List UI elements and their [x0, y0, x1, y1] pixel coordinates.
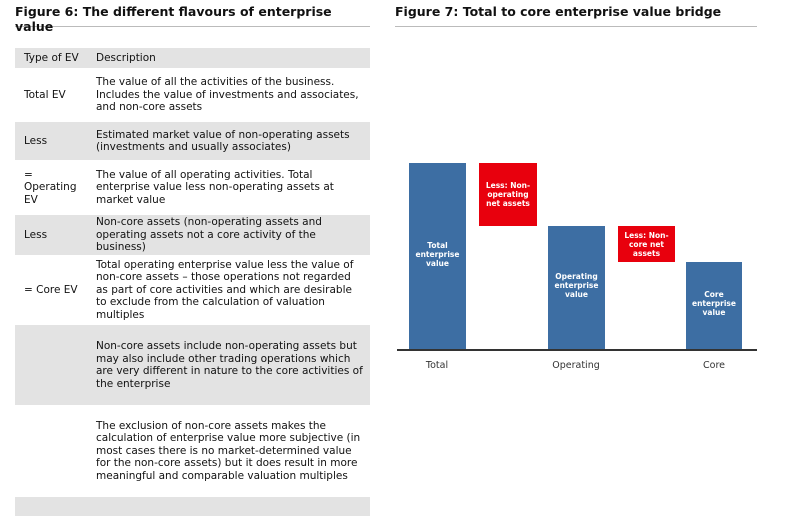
- bar: Less: Non-core net assets: [618, 226, 675, 262]
- table-row: Less Non-core assets (non-operating asset…: [15, 215, 370, 255]
- table-row: = Operating EV The value of all operating…: [15, 160, 370, 215]
- type-cell: [15, 405, 82, 497]
- description-cell: Non-core assets (non-operating assets an…: [96, 216, 322, 254]
- description-cell: Non-core assets include non-operating as…: [96, 340, 363, 390]
- x-label: Core: [703, 360, 725, 371]
- table-row: The exclusion of non-core assets makes t…: [15, 405, 370, 497]
- description-cell: The exclusion of non-core assets makes t…: [96, 419, 361, 482]
- x-label: Operating: [552, 360, 600, 371]
- table-row: Total EV The value of all the activities …: [15, 68, 370, 122]
- table-row: Non-core assets include non-operating as…: [15, 325, 370, 405]
- type-cell: = Operating EV: [24, 168, 77, 206]
- figure-title: Figure 7: Total to core enterprise value…: [395, 4, 757, 27]
- table-row: [15, 497, 370, 516]
- header-cell: Description: [96, 51, 156, 64]
- description-cell: The value of all operating activities. T…: [96, 168, 334, 206]
- bar: Operating enterprise value: [548, 226, 605, 349]
- type-cell: Less: [24, 228, 48, 241]
- type-cell: = Core EV: [24, 283, 78, 296]
- header-cell: Type of EV: [24, 51, 79, 64]
- table-row: Less Estimated market value of non-operat…: [15, 122, 370, 160]
- description-cell: Total operating enterprise value less th…: [96, 258, 354, 321]
- bar: Less: Non-operating net assets: [479, 163, 537, 226]
- bar: Core enterprise value: [686, 262, 742, 349]
- table-row: = Core EV Total operating enterprise valu…: [15, 255, 370, 325]
- x-label: Total: [425, 360, 449, 371]
- table: Type of EV Description Total EV The value…: [15, 48, 370, 516]
- table-header: Type of EV Description: [15, 48, 370, 68]
- bar: Total enterprise value: [409, 163, 466, 349]
- baseline: [397, 349, 757, 351]
- type-cell: [15, 325, 82, 405]
- description-cell: Estimated market value of non-operating …: [96, 128, 350, 154]
- type-cell: Total EV: [24, 88, 66, 101]
- description-cell: The value of all the activities of the b…: [96, 76, 359, 114]
- type-cell: Less: [24, 134, 48, 147]
- figure-title: Figure 6: The different flavours of ente…: [15, 4, 370, 34]
